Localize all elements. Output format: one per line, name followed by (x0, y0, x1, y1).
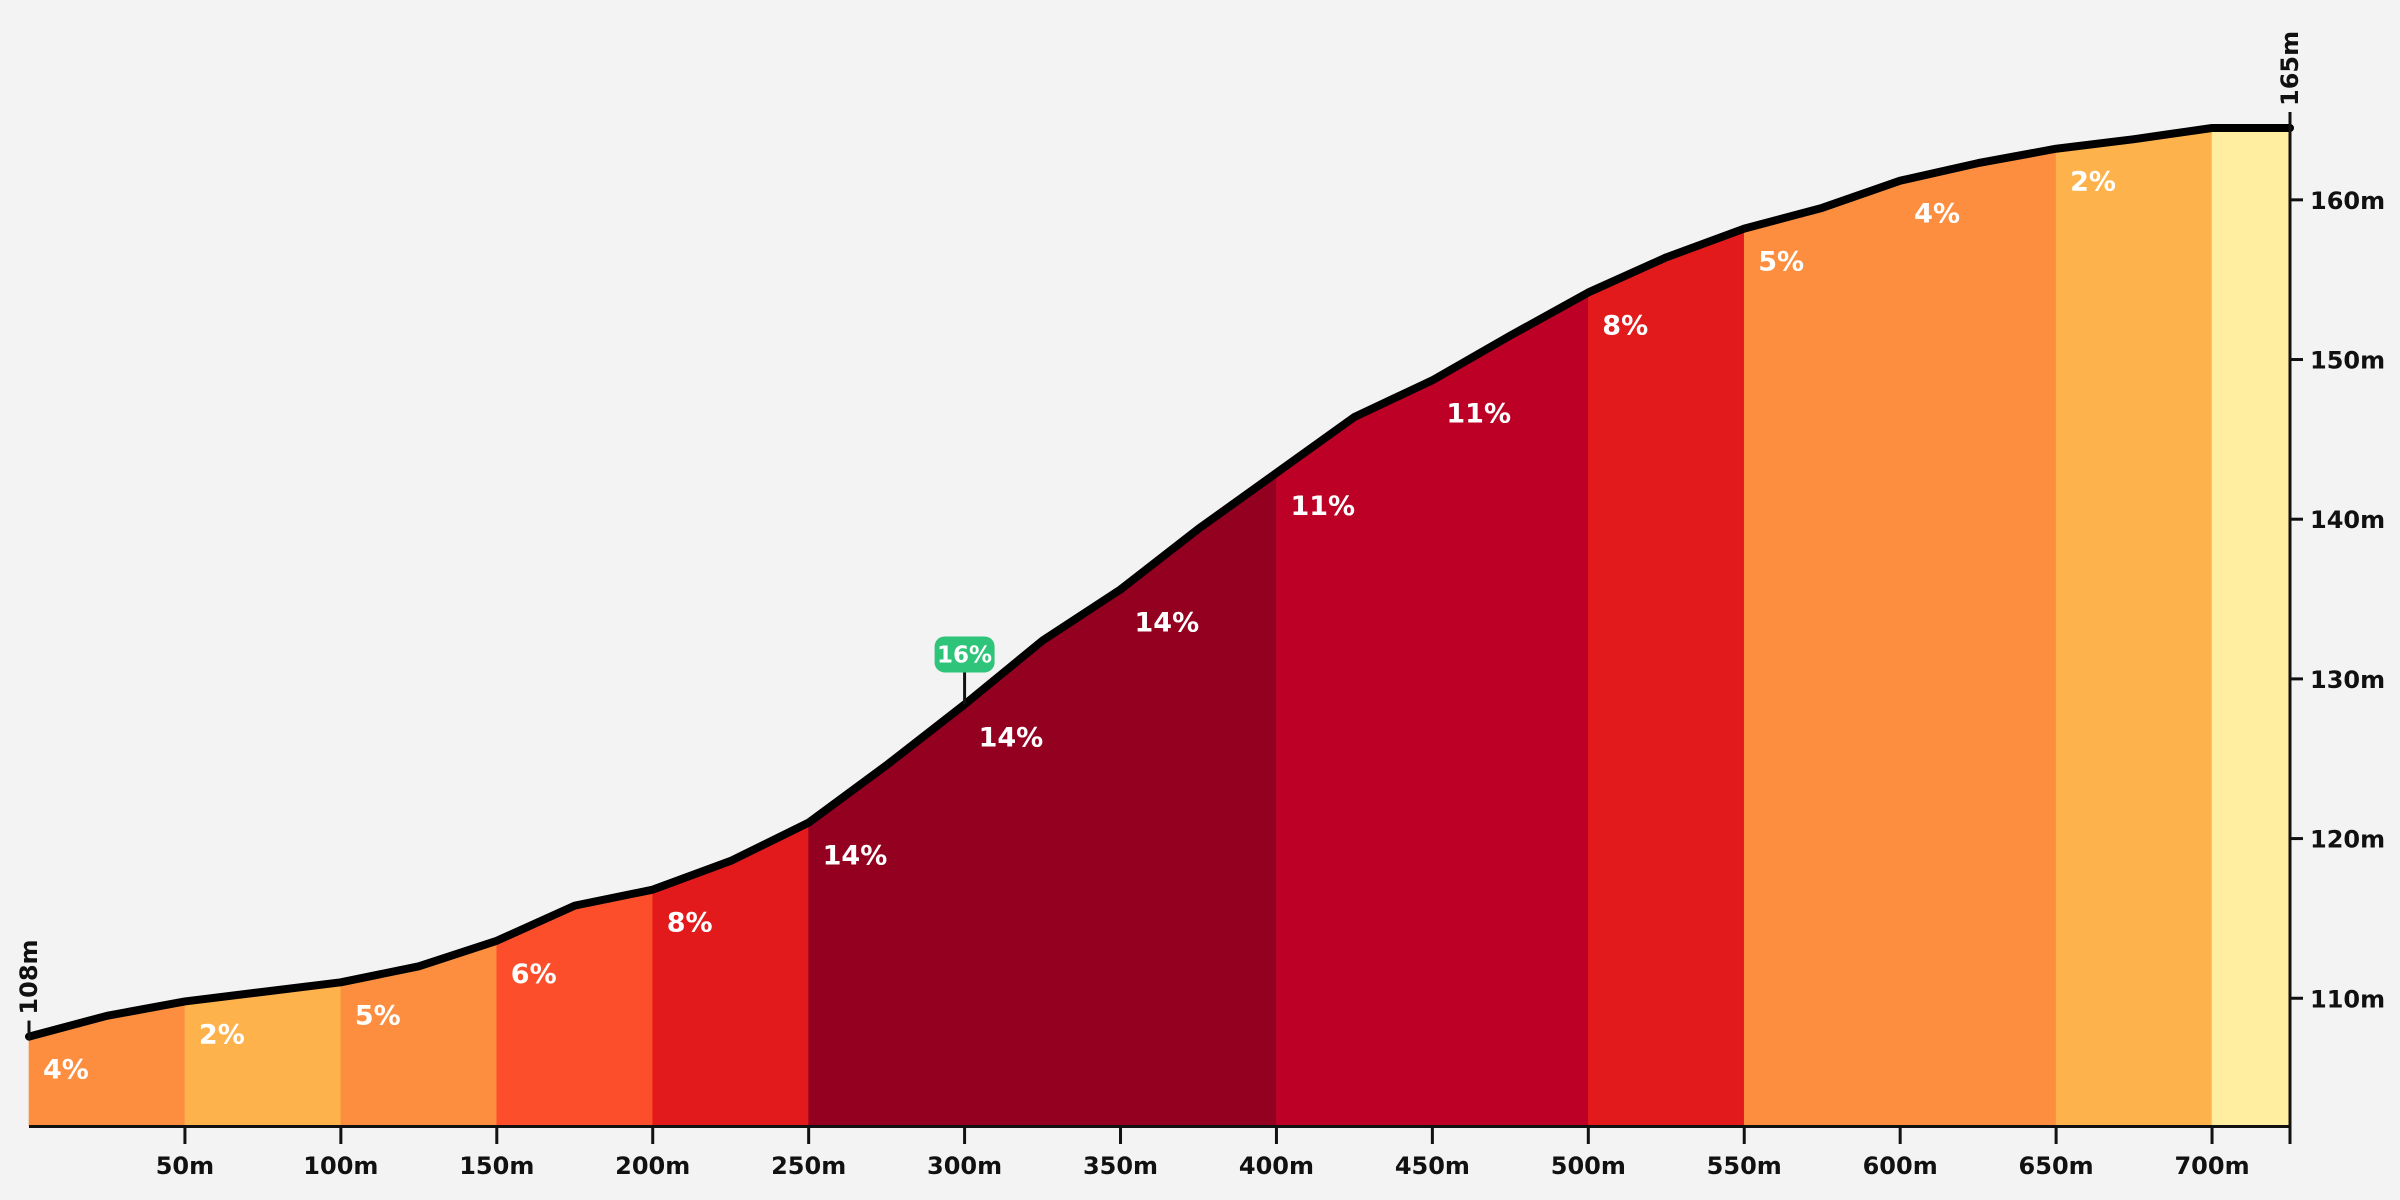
gradient-segment-12 (1743, 180, 1901, 1127)
segment-gradient-label: 4% (43, 1055, 89, 1086)
profile-line (25, 123, 2294, 1041)
max-gradient-badge (934, 636, 995, 673)
y-tick-label: 110m (2310, 985, 2385, 1013)
segment-gradient-label: 14% (1135, 607, 1200, 638)
segment-gradient-label: 14% (823, 841, 888, 872)
segment-gradient-label: 6% (511, 959, 557, 990)
gradient-segment-2 (184, 981, 342, 1127)
x-tick-label: 250m (771, 1152, 846, 1180)
x-tick-label: 100m (303, 1152, 378, 1180)
y-tick-label: 120m (2310, 826, 2385, 854)
x-tick-label: 450m (1395, 1152, 1470, 1180)
profile-line-layer (25, 123, 2294, 1041)
gradient-segment-14 (2055, 127, 2213, 1127)
y-tick-label: 140m (2310, 506, 2385, 534)
x-tick-label: 550m (1707, 1152, 1782, 1180)
segment-gradient-label: 14% (979, 722, 1044, 753)
x-tick-label: 500m (1551, 1152, 1626, 1180)
segment-gradient-label: 11% (1290, 491, 1355, 522)
gradient-segment-5 (652, 822, 809, 1127)
y-tick-label: 130m (2310, 666, 2385, 694)
y-tick-label: 160m (2310, 187, 2385, 215)
segment-labels: 4% 2% 5% 6% 8% 14% 14% 14% 11% 11% 8% 5% 4% 2% (43, 167, 2116, 1086)
end-elevation-label: 165m (2276, 31, 2304, 106)
gradient-segments (28, 127, 2291, 1127)
gradient-segment-4 (496, 889, 654, 1127)
x-tick-label: 200m (615, 1152, 690, 1180)
gradient-segment-13 (1899, 148, 2057, 1127)
x-tick-label: 700m (2174, 1152, 2249, 1180)
segment-gradient-label: 11% (1446, 398, 1511, 429)
segment-gradient-label: 8% (667, 908, 713, 939)
segment-gradient-label: 8% (1602, 310, 1648, 341)
max-gradient-marker: 16% (934, 636, 995, 705)
segment-gradient-label: 2% (199, 1019, 245, 1050)
x-tick-label: 300m (927, 1152, 1002, 1180)
y-tick-label: 150m (2310, 347, 2385, 375)
segment-gradient-label: 4% (1914, 199, 1960, 230)
segment-gradient-label: 5% (1758, 247, 1804, 278)
gradient-segment-11 (1588, 228, 1745, 1127)
gradient-segment-15 (2211, 127, 2291, 1127)
axes: 50m 100m 150m 200m 250m 300m 350m 400m 450m 500m 5… (15, 31, 2385, 1180)
segment-gradient-label: 2% (2070, 167, 2116, 198)
segment-gradient-label: 5% (355, 1000, 401, 1031)
start-elevation-label: 108m (15, 939, 43, 1014)
x-tick-label: 350m (1083, 1152, 1158, 1180)
x-tick-label: 50m (156, 1152, 214, 1180)
x-tick-label: 150m (459, 1152, 534, 1180)
x-tick-label: 650m (2019, 1152, 2094, 1180)
x-tick-label: 400m (1239, 1152, 1314, 1180)
x-tick-label: 600m (1863, 1152, 1938, 1180)
max-gradient-label: 16% (937, 642, 992, 668)
